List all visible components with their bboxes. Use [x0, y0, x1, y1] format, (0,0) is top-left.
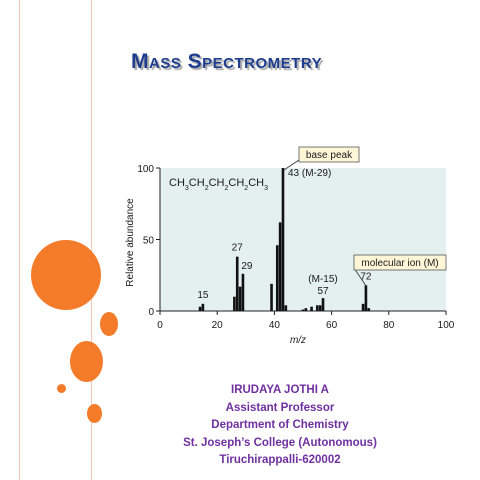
callouts: base peak molecular ion (M) — [283, 146, 447, 288]
peak-bar — [367, 308, 371, 311]
x-tick-label: 80 — [383, 320, 395, 331]
peak-bar — [201, 303, 205, 311]
x-tick-label: 40 — [269, 320, 281, 331]
callout-pointer — [283, 159, 300, 171]
x-axis-label: m/z — [290, 335, 306, 346]
y-tick-label: 0 — [148, 307, 154, 318]
peak-bar — [235, 256, 239, 311]
author-name: IRUDAYA JOTHI A — [231, 384, 329, 396]
peak-bars — [198, 168, 371, 311]
decorative-circle — [57, 384, 66, 393]
x-tick-label: 100 — [438, 320, 455, 331]
peak-bar — [238, 286, 242, 311]
peak-bar — [321, 298, 325, 311]
peak-bar — [284, 305, 288, 311]
x-tick-label: 20 — [212, 320, 224, 331]
peak-bar — [270, 283, 273, 311]
x-tick-label: 0 — [157, 320, 163, 331]
peak-label: 29 — [241, 261, 253, 272]
author-credits: IRUDAYA JOTHI A Assistant Professor Depa… — [180, 382, 380, 470]
peak-label: 43 (M-29) — [288, 168, 331, 179]
peak-bar — [275, 245, 279, 311]
peak-label: (M-15) — [308, 274, 337, 285]
peak-label: 27 — [232, 243, 244, 254]
slide-title: Mass Spectrometry — [131, 50, 323, 73]
peak-bar — [301, 309, 305, 311]
peak-bar — [361, 303, 365, 311]
peak-bar — [233, 296, 236, 311]
peak-bar — [198, 306, 202, 311]
author-position: Assistant Professor — [225, 401, 335, 414]
peak-bar — [310, 306, 313, 311]
callout-text: molecular ion (M) — [361, 258, 438, 269]
peak-labels: 15 27 29 43 (M-29) (M-15)57 72 — [197, 168, 372, 301]
y-tick-label: 100 — [137, 164, 154, 175]
plot-background — [160, 168, 446, 311]
peak-bar — [316, 305, 319, 311]
peak-bar — [278, 222, 282, 311]
decorative-circle — [70, 341, 103, 382]
peak-label: 15 — [197, 290, 209, 301]
decorative-circle — [31, 240, 101, 310]
x-tick-label: 60 — [326, 320, 338, 331]
molecule-formula: CH3CH2CH2CH2CH3 — [169, 177, 268, 192]
callout-box — [298, 146, 360, 163]
peak-bar — [318, 305, 322, 311]
author-city: Tiruchirappalli-620002 — [219, 454, 341, 466]
callout-box — [353, 254, 447, 271]
left-rail-line — [19, 0, 20, 480]
decorative-circle — [87, 404, 102, 423]
peak-bar — [241, 273, 245, 311]
decorative-circle — [100, 312, 118, 336]
y-axis-label: Relative abundance — [125, 198, 136, 287]
author-department: Department of Chemistry — [211, 419, 349, 431]
y-tick-label: 50 — [143, 236, 155, 247]
callout-text: base peak — [306, 150, 353, 161]
peak-bar — [281, 168, 285, 311]
peak-label: 72 — [360, 271, 372, 282]
left-rail-line — [91, 0, 92, 480]
peak-bar — [364, 285, 368, 311]
author-college: St. Joseph’s College (Autonomous) — [183, 436, 377, 449]
callout-pointer — [353, 267, 368, 288]
peak-label: 57 — [317, 286, 329, 297]
peak-bar — [304, 308, 308, 311]
